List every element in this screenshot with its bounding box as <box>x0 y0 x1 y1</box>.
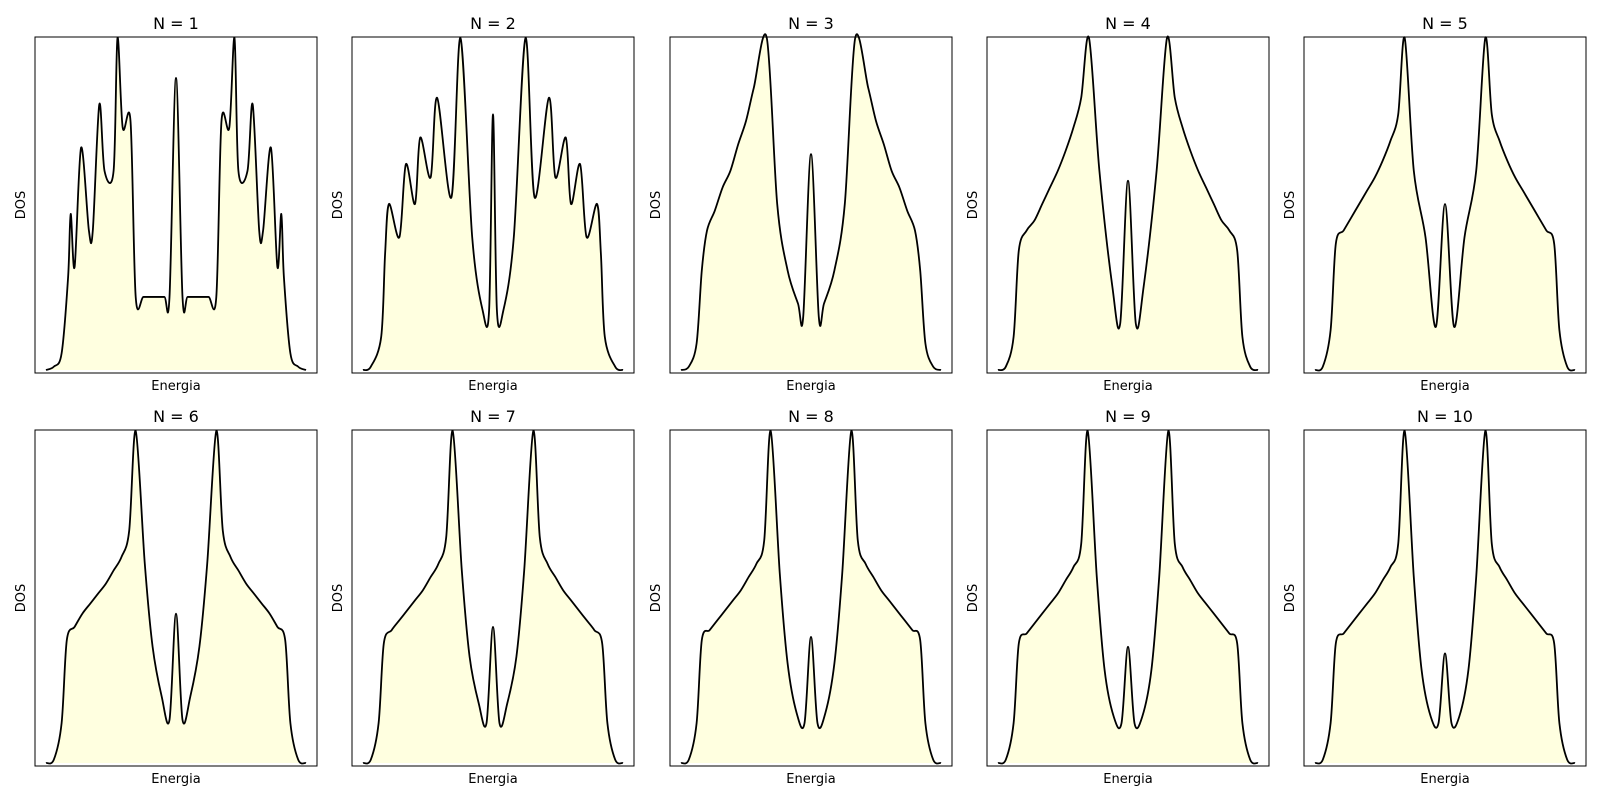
dos-panel-4: N = 4 Energia DOS <box>966 14 1270 394</box>
axes-frame <box>1303 429 1587 767</box>
axes-frame <box>351 429 635 767</box>
dos-panel-3: N = 3 Energia DOS <box>649 14 953 394</box>
dos-area-fill <box>363 430 623 764</box>
x-axis-label: Energia <box>151 379 200 394</box>
dos-panel-9: N = 9 Energia DOS <box>966 407 1270 787</box>
dos-area-fill <box>1315 430 1575 764</box>
y-axis-label: DOS <box>966 584 981 613</box>
y-axis-label: DOS <box>14 191 29 220</box>
x-axis-label: Energia <box>1103 379 1152 394</box>
y-axis-label: DOS <box>331 191 346 220</box>
dos-panel-7: N = 7 Energia DOS <box>331 407 635 787</box>
x-axis-label: Energia <box>786 379 835 394</box>
panel-title: N = 9 <box>1105 407 1151 426</box>
axes-frame <box>986 429 1270 767</box>
dos-panel-6: N = 6 Energia DOS <box>14 407 318 787</box>
panel-title: N = 2 <box>470 14 516 33</box>
panel-title: N = 6 <box>153 407 199 426</box>
panel-title: N = 10 <box>1417 407 1473 426</box>
axes-frame <box>1303 36 1587 374</box>
dos-curve-line <box>362 430 624 765</box>
y-axis-label: DOS <box>331 584 346 613</box>
dos-area-fill <box>998 36 1258 371</box>
dos-curve-line <box>45 430 307 765</box>
y-axis-label: DOS <box>966 191 981 220</box>
panel-title: N = 1 <box>153 14 199 33</box>
dos-area-fill <box>363 37 623 371</box>
dos-curve-line <box>680 33 942 371</box>
axes-frame <box>351 36 635 374</box>
dos-area-fill <box>1315 37 1575 371</box>
x-axis-label: Energia <box>468 772 517 787</box>
dos-area-fill <box>46 430 306 764</box>
dos-curve-line <box>1314 430 1576 765</box>
dos-curve-line <box>45 37 307 371</box>
x-axis-label: Energia <box>151 772 200 787</box>
dos-area-fill <box>46 37 306 370</box>
y-axis-label: DOS <box>14 584 29 613</box>
y-axis-label: DOS <box>649 191 664 220</box>
axes-frame <box>669 429 953 767</box>
x-axis-label: Energia <box>1103 772 1152 787</box>
dos-curve-line <box>680 430 942 765</box>
dos-panel-8: N = 8 Energia DOS <box>649 407 953 787</box>
dos-panel-1: N = 1 Energia DOS <box>14 14 318 394</box>
x-axis-label: Energia <box>786 772 835 787</box>
panel-title: N = 5 <box>1422 14 1468 33</box>
dos-panel-10: N = 10 Energia DOS <box>1283 407 1587 787</box>
dos-area-fill <box>681 430 941 764</box>
dos-panel-5: N = 5 Energia DOS <box>1283 14 1587 394</box>
panel-title: N = 4 <box>1105 14 1151 33</box>
x-axis-label: Energia <box>1420 379 1469 394</box>
dos-curve-line <box>997 430 1259 765</box>
axes-frame <box>34 429 318 767</box>
dos-area-fill <box>998 430 1258 764</box>
y-axis-label: DOS <box>649 584 664 613</box>
axes-frame <box>34 36 318 374</box>
x-axis-label: Energia <box>468 379 517 394</box>
dos-area-fill <box>681 34 941 370</box>
panel-title: N = 8 <box>788 407 834 426</box>
dos-curve-line <box>997 35 1259 372</box>
dos-panel-2: N = 2 Energia DOS <box>331 14 635 394</box>
panel-title: N = 7 <box>470 407 516 426</box>
axes-frame <box>986 36 1270 374</box>
y-axis-label: DOS <box>1283 584 1298 613</box>
axes-frame <box>669 36 953 374</box>
x-axis-label: Energia <box>1420 772 1469 787</box>
y-axis-label: DOS <box>1283 191 1298 220</box>
dos-curve-line <box>1314 36 1576 372</box>
dos-curve-line <box>362 37 624 372</box>
panel-title: N = 3 <box>788 14 834 33</box>
